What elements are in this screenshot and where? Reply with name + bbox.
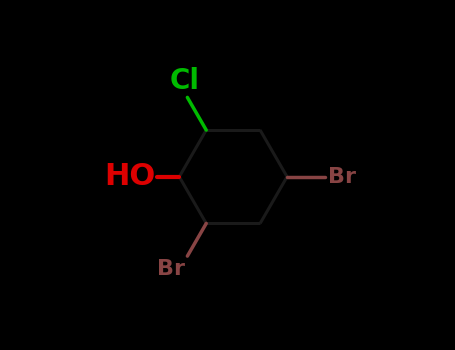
Text: HO: HO <box>104 162 155 191</box>
Text: Br: Br <box>157 259 185 279</box>
Text: Br: Br <box>328 167 355 187</box>
Text: Cl: Cl <box>170 67 200 95</box>
